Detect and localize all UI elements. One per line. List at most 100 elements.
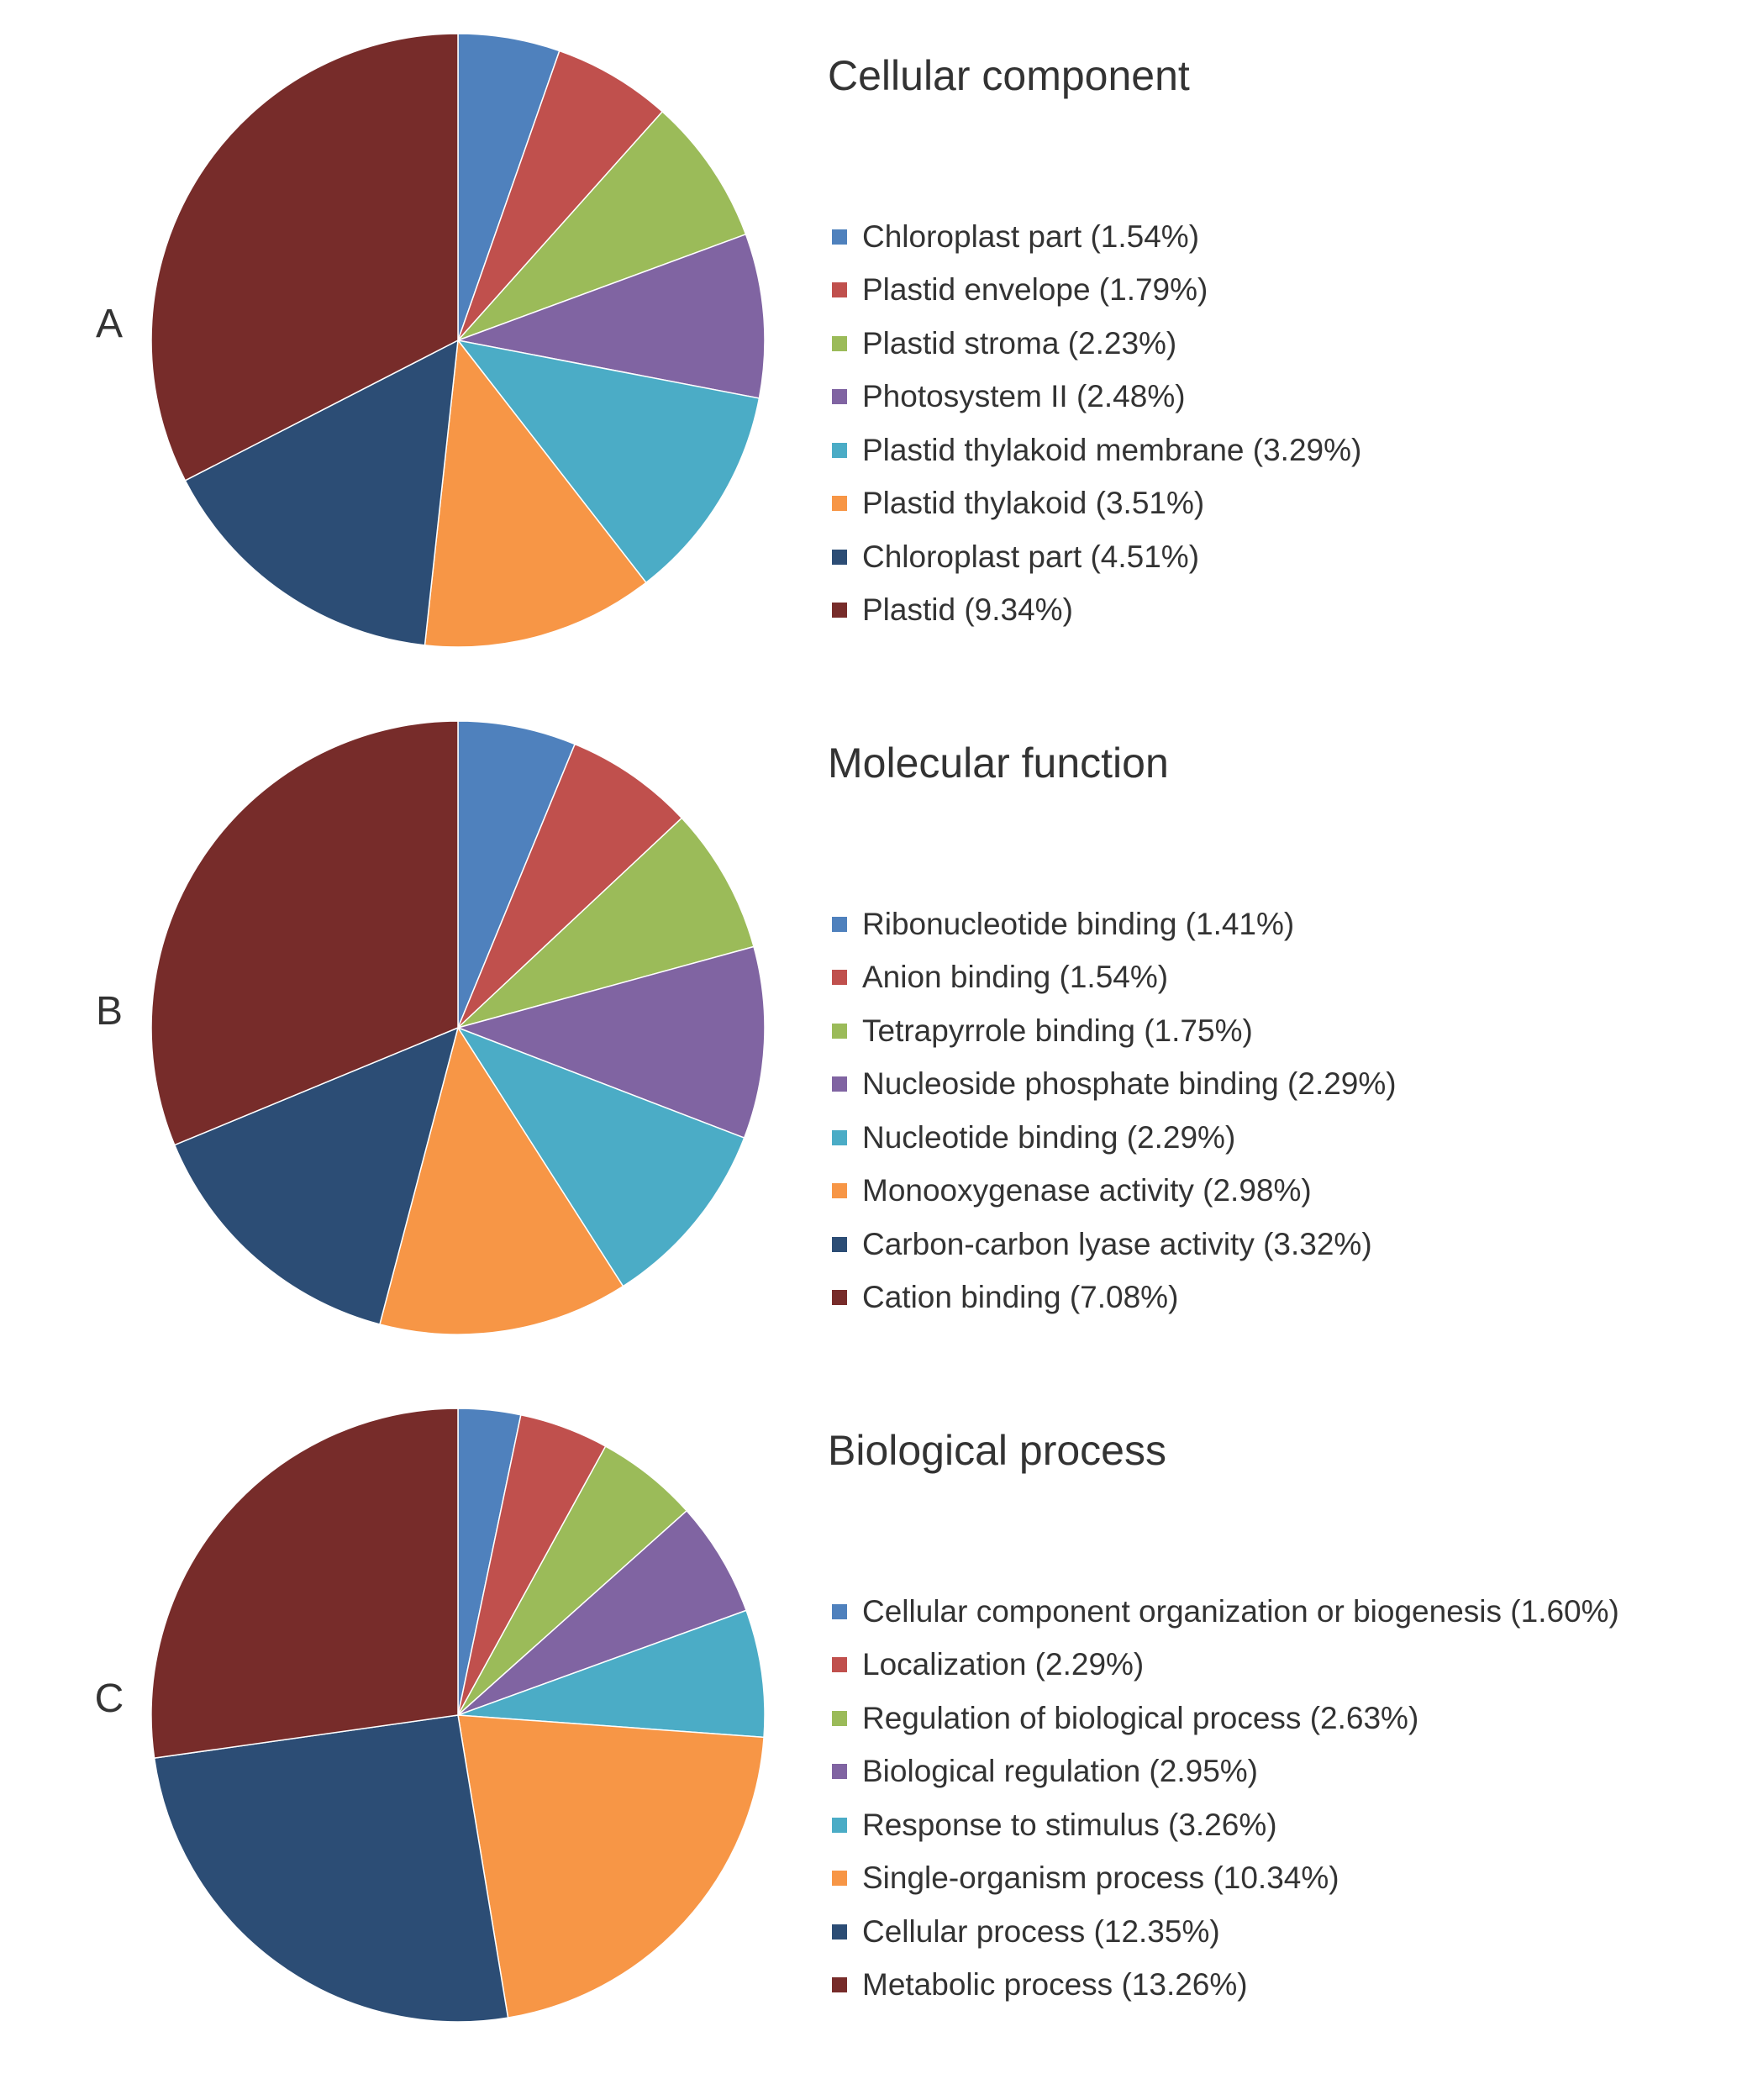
legend-swatch xyxy=(832,282,847,298)
legend-swatch xyxy=(832,229,847,245)
legend-label: Plastid envelope (1.79%) xyxy=(862,272,1208,308)
legend-swatch xyxy=(832,1023,847,1039)
panel-label: A xyxy=(95,302,123,346)
legend: Chloroplast part (1.54%) Plastid envelope… xyxy=(832,210,1361,637)
legend-item: Metabolic process (13.26%) xyxy=(832,1959,1619,2013)
pie-slice xyxy=(150,720,459,1146)
legend-label: Nucleoside phosphate binding (2.29%) xyxy=(862,1066,1397,1102)
legend-swatch xyxy=(832,442,847,458)
legend-item: Cellular component organization or bioge… xyxy=(832,1585,1619,1639)
legend-label: Nucleotide binding (2.29%) xyxy=(862,1119,1236,1155)
pie-slice xyxy=(173,1027,459,1325)
legend-item: Ribonucleotide binding (1.41%) xyxy=(832,897,1397,951)
chart-title: Molecular function xyxy=(828,739,1169,787)
pie-slice xyxy=(457,339,760,584)
legend-swatch xyxy=(832,1129,847,1145)
legend-label: Single-organism process (10.34%) xyxy=(862,1861,1339,1896)
legend-item: Carbon-carbon lyase activity (3.32%) xyxy=(832,1218,1397,1271)
legend-swatch xyxy=(832,1924,847,1939)
legend-item: Regulation of biological process (2.63%) xyxy=(832,1692,1619,1745)
legend-label: Regulation of biological process (2.63%) xyxy=(862,1700,1419,1735)
legend-label: Cellular component organization or bioge… xyxy=(862,1593,1619,1629)
legend-swatch xyxy=(832,1183,847,1199)
pie-slice xyxy=(184,339,459,646)
chart-panel-c: C Biological process Cellular component … xyxy=(0,1375,1742,2064)
pie-slice xyxy=(457,50,663,341)
legend-swatch xyxy=(832,1603,847,1619)
legend-swatch xyxy=(832,389,847,405)
legend-label: Localization (2.29%) xyxy=(862,1647,1145,1682)
legend-label: Ribonucleotide binding (1.41%) xyxy=(862,906,1295,941)
legend-item: Chloroplast part (4.51%) xyxy=(832,530,1361,584)
legend-label: Cellular process (12.35%) xyxy=(862,1913,1220,1949)
legend-item: Nucleoside phosphate binding (2.29%) xyxy=(832,1058,1397,1112)
chart-title: Cellular component xyxy=(828,52,1190,99)
panel-label: C xyxy=(94,1676,124,1721)
legend-swatch xyxy=(832,970,847,986)
legend-item: Chloroplast part (1.54%) xyxy=(832,210,1361,264)
legend-item: Anion binding (1.54%) xyxy=(832,951,1397,1005)
legend-swatch xyxy=(832,1871,847,1887)
legend-swatch xyxy=(832,496,847,512)
legend-item: Nucleotide binding (2.29%) xyxy=(832,1111,1397,1165)
pie-slice xyxy=(457,720,576,1029)
legend-label: Biological regulation (2.95%) xyxy=(862,1754,1258,1789)
legend-label: Chloroplast part (1.54%) xyxy=(862,218,1200,254)
legend-swatch xyxy=(832,1977,847,1993)
pie-slice xyxy=(457,1714,765,2018)
legend-item: Photosystem II (2.48%) xyxy=(832,371,1361,424)
pie-slice xyxy=(457,1510,747,1716)
pie-chart xyxy=(150,1408,766,2023)
chart-title: Biological process xyxy=(828,1427,1166,1474)
legend-swatch xyxy=(832,916,847,932)
legend: Cellular component organization or bioge… xyxy=(832,1585,1619,2012)
pie-chart xyxy=(150,720,766,1335)
legend-item: Plastid thylakoid (3.51%) xyxy=(832,477,1361,531)
legend-label: Tetrapyrrole binding (1.75%) xyxy=(862,1013,1253,1048)
legend-label: Photosystem II (2.48%) xyxy=(862,379,1186,414)
pie-slice xyxy=(457,743,683,1029)
legend-swatch xyxy=(832,549,847,565)
legend-label: Cation binding (7.08%) xyxy=(862,1280,1179,1315)
pie-slice xyxy=(457,234,766,399)
legend-swatch xyxy=(832,603,847,618)
legend-item: Cellular process (12.35%) xyxy=(832,1905,1619,1959)
legend-item: Response to stimulus (3.26%) xyxy=(832,1798,1619,1852)
legend-label: Carbon-carbon lyase activity (3.32%) xyxy=(862,1226,1372,1261)
pie-slice xyxy=(153,1714,509,2023)
legend-item: Biological regulation (2.95%) xyxy=(832,1745,1619,1799)
legend-label: Anion binding (1.54%) xyxy=(862,960,1169,995)
pie-slice xyxy=(150,1408,459,1759)
legend-swatch xyxy=(832,1764,847,1780)
legend-swatch xyxy=(832,1710,847,1726)
legend-item: Tetrapyrrole binding (1.75%) xyxy=(832,1004,1397,1058)
legend-item: Plastid stroma (2.23%) xyxy=(832,317,1361,371)
legend-label: Plastid thylakoid membrane (3.29%) xyxy=(862,432,1362,467)
legend-label: Chloroplast part (4.51%) xyxy=(862,539,1200,574)
legend-item: Plastid thylakoid membrane (3.29%) xyxy=(832,424,1361,477)
pie-slice xyxy=(379,1027,624,1335)
legend-label: Metabolic process (13.26%) xyxy=(862,1967,1248,2003)
legend-item: Plastid envelope (1.79%) xyxy=(832,264,1361,318)
panel-label: B xyxy=(95,989,123,1034)
legend-item: Cation binding (7.08%) xyxy=(832,1271,1397,1325)
legend-swatch xyxy=(832,335,847,351)
legend-item: Single-organism process (10.34%) xyxy=(832,1852,1619,1906)
pie-slice xyxy=(457,111,747,341)
legend-item: Localization (2.29%) xyxy=(832,1639,1619,1692)
chart-panel-a: A Cellular component Chloroplast part (1… xyxy=(0,0,1742,689)
pie-slice xyxy=(457,1027,745,1287)
legend-item: Plastid (9.34%) xyxy=(832,584,1361,638)
legend-swatch xyxy=(832,1076,847,1092)
pie-slice xyxy=(424,339,647,648)
legend-swatch xyxy=(832,1290,847,1306)
pie-slice xyxy=(457,817,755,1029)
legend: Ribonucleotide binding (1.41%) Anion bind… xyxy=(832,897,1397,1324)
chart-panel-b: B Molecular function Ribonucleotide bind… xyxy=(0,687,1742,1376)
legend-label: Response to stimulus (3.26%) xyxy=(862,1807,1277,1842)
legend-label: Plastid (9.34%) xyxy=(862,592,1073,628)
legend-swatch xyxy=(832,1657,847,1673)
pie-slice xyxy=(150,33,459,482)
legend-swatch xyxy=(832,1236,847,1252)
pie-chart xyxy=(150,33,766,648)
